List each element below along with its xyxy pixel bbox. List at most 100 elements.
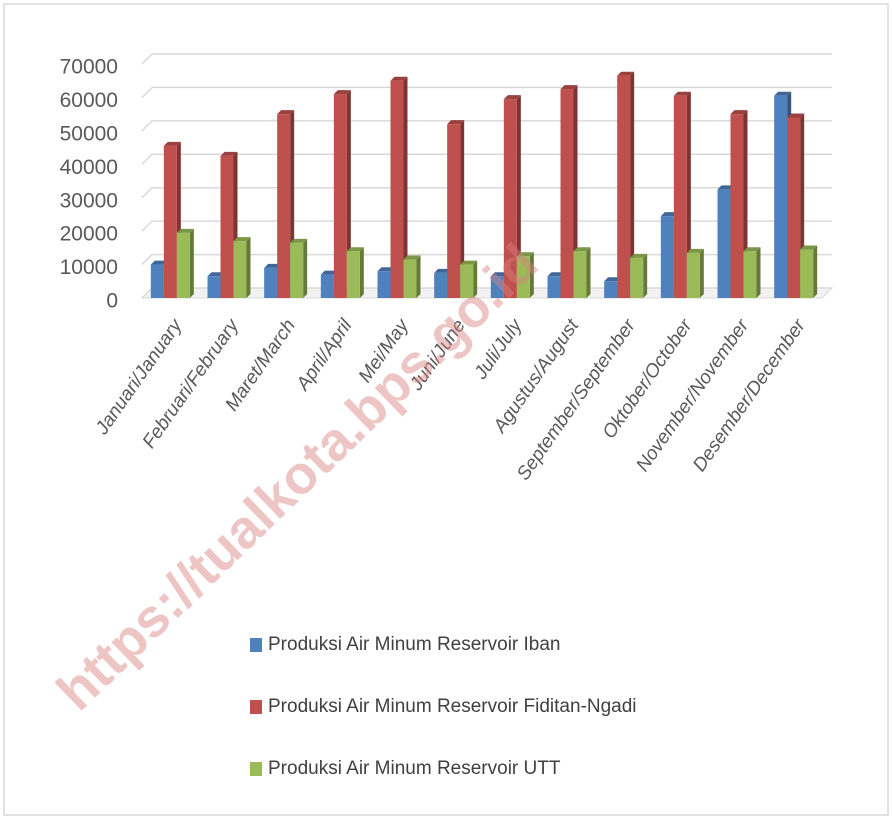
bar [220, 155, 234, 298]
grid-line [141, 220, 832, 232]
bar [503, 99, 517, 298]
bar [290, 242, 304, 298]
bar [547, 276, 561, 298]
bar-top [630, 253, 648, 258]
y-tick-label: 20000 [60, 223, 118, 246]
bar [800, 249, 814, 298]
bar [460, 264, 474, 298]
bar-top [176, 228, 194, 233]
bar-side [643, 253, 648, 298]
bar-side [699, 248, 704, 298]
bar-top [346, 247, 364, 252]
grid-line [141, 86, 832, 98]
bar-top [460, 260, 478, 265]
bar-side [473, 260, 478, 298]
bar [390, 80, 404, 298]
bar-top [743, 247, 761, 252]
bar-top [277, 110, 295, 115]
bar-top [434, 268, 452, 273]
legend-label: Produksi Air Minum Reservoir Fiditan-Nga… [268, 696, 637, 717]
grid-line [141, 153, 832, 165]
y-tick-label: 60000 [60, 89, 118, 112]
bar [743, 251, 757, 298]
bar [573, 251, 587, 298]
bar [447, 124, 461, 299]
legend-swatch [250, 700, 262, 714]
bar-top [264, 263, 282, 268]
bar-side [813, 245, 818, 298]
bar-top [150, 260, 168, 265]
bar-side [756, 247, 761, 298]
bar [516, 256, 530, 298]
bar-top [604, 277, 622, 282]
legend-swatch [250, 638, 262, 652]
bar-top [686, 248, 704, 253]
bar-side [630, 71, 635, 298]
bar-top [800, 245, 818, 250]
bar [163, 145, 177, 298]
bar [403, 259, 417, 298]
bar [377, 271, 391, 298]
bar-top [774, 91, 792, 96]
bar [150, 264, 164, 298]
bar-side [303, 238, 308, 298]
bar-top [333, 90, 351, 95]
y-tick-label: 40000 [60, 156, 118, 179]
bar-top [377, 267, 395, 272]
bar-top [320, 270, 338, 275]
y-tick-label: 10000 [60, 256, 118, 279]
bar-top [673, 91, 691, 96]
bar-top [617, 71, 635, 76]
bar-top [163, 141, 181, 146]
bar [686, 252, 700, 298]
bar-top [503, 95, 521, 100]
bar-top [207, 272, 225, 277]
bar-top [390, 76, 408, 81]
legend-label: Produksi Air Minum Reservoir Iban [268, 634, 561, 655]
bar-top [547, 272, 565, 277]
bar-side [573, 85, 578, 298]
bar-top [220, 151, 238, 156]
bar-top [660, 212, 678, 217]
bar-side [460, 120, 465, 299]
bar-top [787, 113, 805, 118]
bar-top [573, 247, 591, 252]
bar [630, 257, 644, 298]
bar [434, 272, 448, 298]
bar [490, 276, 504, 298]
bar-top [516, 252, 534, 257]
bar [774, 95, 788, 298]
bar-top [490, 272, 508, 277]
bar [176, 232, 190, 298]
grid-line [141, 120, 832, 132]
bar-top [290, 238, 308, 243]
bar [560, 89, 574, 298]
bar [346, 251, 360, 298]
bar [717, 189, 731, 298]
bar-top [233, 237, 251, 242]
bar [320, 274, 334, 298]
bar [787, 117, 801, 298]
legend-swatch [250, 762, 262, 776]
y-tick-label: 0 [106, 290, 118, 313]
bar-side [686, 91, 691, 298]
bar-side [586, 247, 591, 298]
grid-line [141, 53, 832, 65]
bar [660, 216, 674, 298]
bar-top [730, 110, 748, 115]
bar-side [189, 228, 194, 298]
bar [604, 281, 618, 298]
chart-border [3, 3, 889, 816]
bar-side [246, 237, 251, 298]
bar-side [529, 252, 534, 298]
bar [207, 276, 221, 298]
grid-line [141, 186, 832, 199]
y-tick-label: 70000 [60, 56, 118, 79]
bar [617, 75, 631, 298]
bar-side [403, 76, 408, 298]
bar-top [403, 255, 421, 260]
bar [233, 241, 247, 298]
bar-top [447, 120, 465, 125]
bar-side [346, 90, 351, 298]
